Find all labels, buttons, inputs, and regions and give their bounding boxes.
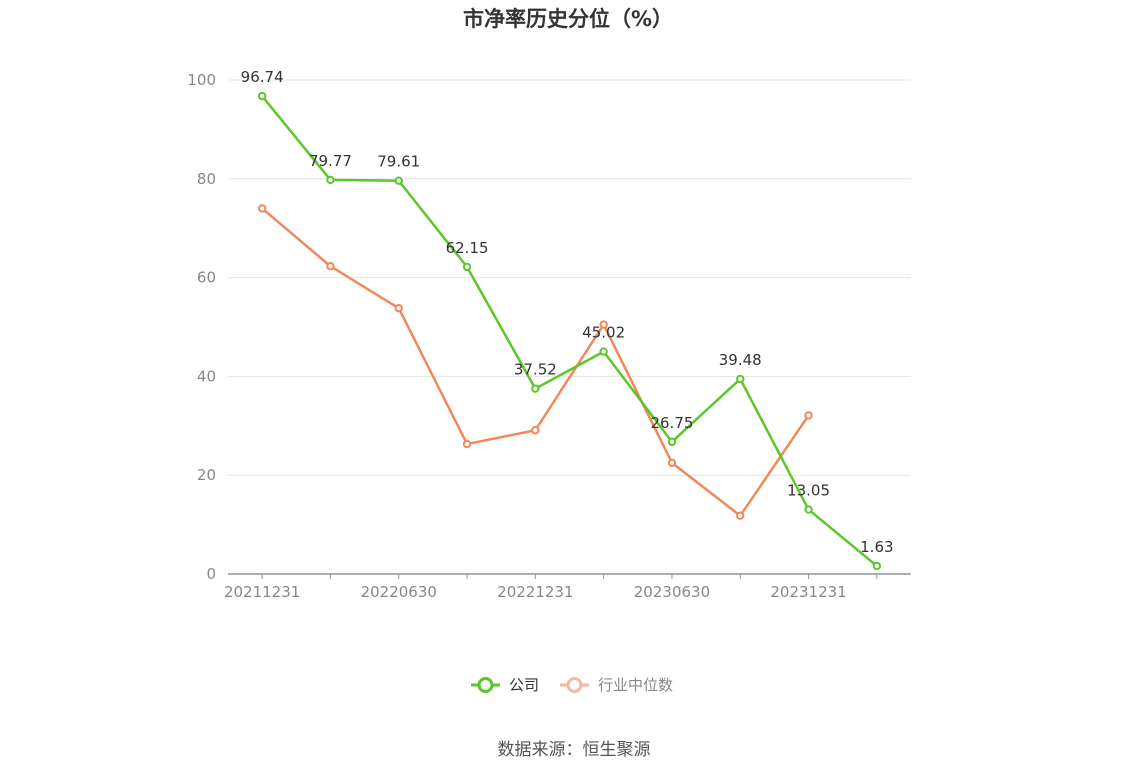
y-tick-40: 40 xyxy=(197,367,216,385)
point-s1-2 xyxy=(394,304,403,313)
point-s1-7 xyxy=(736,511,745,520)
point-s1-1 xyxy=(326,262,335,271)
x-tick-label-20220630: 20220630 xyxy=(361,583,437,601)
point-s1-8 xyxy=(804,411,813,420)
point-s0-6 xyxy=(667,437,677,447)
data-label-2: 79.61 xyxy=(377,153,420,171)
point-s1-6 xyxy=(667,458,677,468)
y-tick-80: 80 xyxy=(197,170,216,188)
legend-item-company[interactable]: 公司 xyxy=(471,676,539,694)
y-tick-100: 100 xyxy=(187,71,216,89)
data-source: 数据来源：恒生聚源 xyxy=(498,740,651,760)
point-s0-0 xyxy=(257,91,267,101)
x-axis-ticks: 20211231 20220630 20221231 20230630 20231231 xyxy=(224,574,878,601)
grid-lines xyxy=(228,79,911,476)
data-label-8: 13.05 xyxy=(787,482,830,500)
point-s0-2 xyxy=(394,176,403,185)
data-label-1: 79.77 xyxy=(309,152,352,170)
point-s1-4 xyxy=(531,426,540,435)
legend-item-industry-median[interactable]: 行业中位数 xyxy=(560,676,673,694)
y-tick-20: 20 xyxy=(197,466,216,484)
x-tick-label-20221231: 20221231 xyxy=(497,583,573,601)
data-label-5: 45.02 xyxy=(582,324,625,342)
data-label-0: 96.74 xyxy=(241,68,284,86)
point-s0-9 xyxy=(872,561,882,571)
data-label-4: 37.52 xyxy=(514,361,557,379)
data-label-9: 1.63 xyxy=(860,538,893,556)
legend-company-label: 公司 xyxy=(509,676,539,694)
chart-title: 市净率历史分位（%） xyxy=(463,7,673,31)
point-s1-0 xyxy=(257,204,267,213)
point-s0-7 xyxy=(736,374,745,384)
series-line-0 xyxy=(261,95,878,567)
x-tick-label-20211231: 20211231 xyxy=(224,583,300,601)
data-label-7: 39.48 xyxy=(719,351,762,369)
legend-company-marker xyxy=(477,677,494,693)
legend-industry-label: 行业中位数 xyxy=(598,676,673,694)
y-tick-60: 60 xyxy=(197,269,216,287)
series-layer xyxy=(257,91,882,571)
data-label-6: 26.75 xyxy=(650,414,693,432)
data-labels: 96.74 79.77 79.61 62.15 37.52 45.02 26.75 39.48… xyxy=(241,68,894,556)
y-tick-0: 0 xyxy=(206,565,216,583)
x-tick-label-20230630: 20230630 xyxy=(634,583,710,601)
data-label-3: 62.15 xyxy=(446,239,489,257)
x-tick-label-20231231: 20231231 xyxy=(770,583,846,601)
legend-industry-marker xyxy=(566,677,583,693)
point-s0-8 xyxy=(804,505,813,514)
legend: 公司 行业中位数 xyxy=(471,676,673,694)
point-s0-1 xyxy=(326,175,335,185)
y-axis-ticks: 0 20 40 60 80 100 xyxy=(187,71,216,583)
point-s1-3 xyxy=(462,439,472,449)
point-s0-3 xyxy=(462,262,472,272)
point-s0-4 xyxy=(531,384,540,393)
point-s0-5 xyxy=(599,347,608,356)
point-s1-5 xyxy=(599,320,608,329)
